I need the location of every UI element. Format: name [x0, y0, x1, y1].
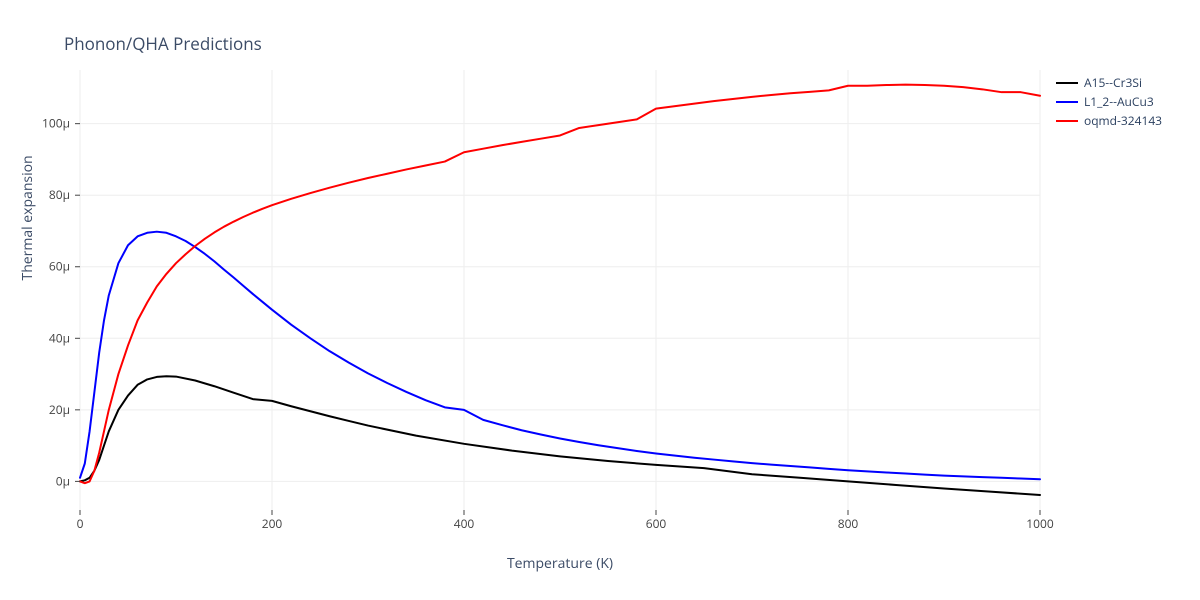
- legend-item[interactable]: A15--Cr3Si: [1056, 73, 1162, 92]
- svg-text:400: 400: [454, 515, 475, 532]
- chart-area: 020040060080010000μ20μ40μ60μ80μ100μ: [80, 70, 1040, 510]
- svg-text:800: 800: [838, 515, 859, 532]
- legend-label: oqmd-324143: [1084, 112, 1162, 129]
- legend-swatch: [1056, 82, 1078, 84]
- x-axis-label: Temperature (K): [507, 554, 613, 573]
- chart-title: Phonon/QHA Predictions: [64, 32, 262, 55]
- legend-swatch: [1056, 101, 1078, 103]
- legend-item[interactable]: L1_2--AuCu3: [1056, 92, 1162, 111]
- legend: A15--Cr3Si L1_2--AuCu3 oqmd-324143: [1056, 73, 1162, 130]
- svg-text:600: 600: [646, 515, 667, 532]
- legend-label: A15--Cr3Si: [1084, 74, 1142, 91]
- legend-item[interactable]: oqmd-324143: [1056, 111, 1162, 130]
- svg-text:20μ: 20μ: [49, 401, 70, 418]
- svg-text:0: 0: [77, 515, 84, 532]
- svg-text:0μ: 0μ: [56, 472, 70, 489]
- svg-text:40μ: 40μ: [49, 329, 70, 346]
- svg-text:60μ: 60μ: [49, 258, 70, 275]
- svg-text:1000: 1000: [1026, 515, 1054, 532]
- legend-label: L1_2--AuCu3: [1084, 93, 1154, 110]
- svg-text:80μ: 80μ: [49, 186, 70, 203]
- svg-text:100μ: 100μ: [42, 115, 70, 132]
- svg-text:200: 200: [262, 515, 283, 532]
- chart-svg: 020040060080010000μ20μ40μ60μ80μ100μ: [80, 70, 1040, 510]
- legend-swatch: [1056, 120, 1078, 122]
- y-axis-label: Thermal expansion: [18, 155, 37, 280]
